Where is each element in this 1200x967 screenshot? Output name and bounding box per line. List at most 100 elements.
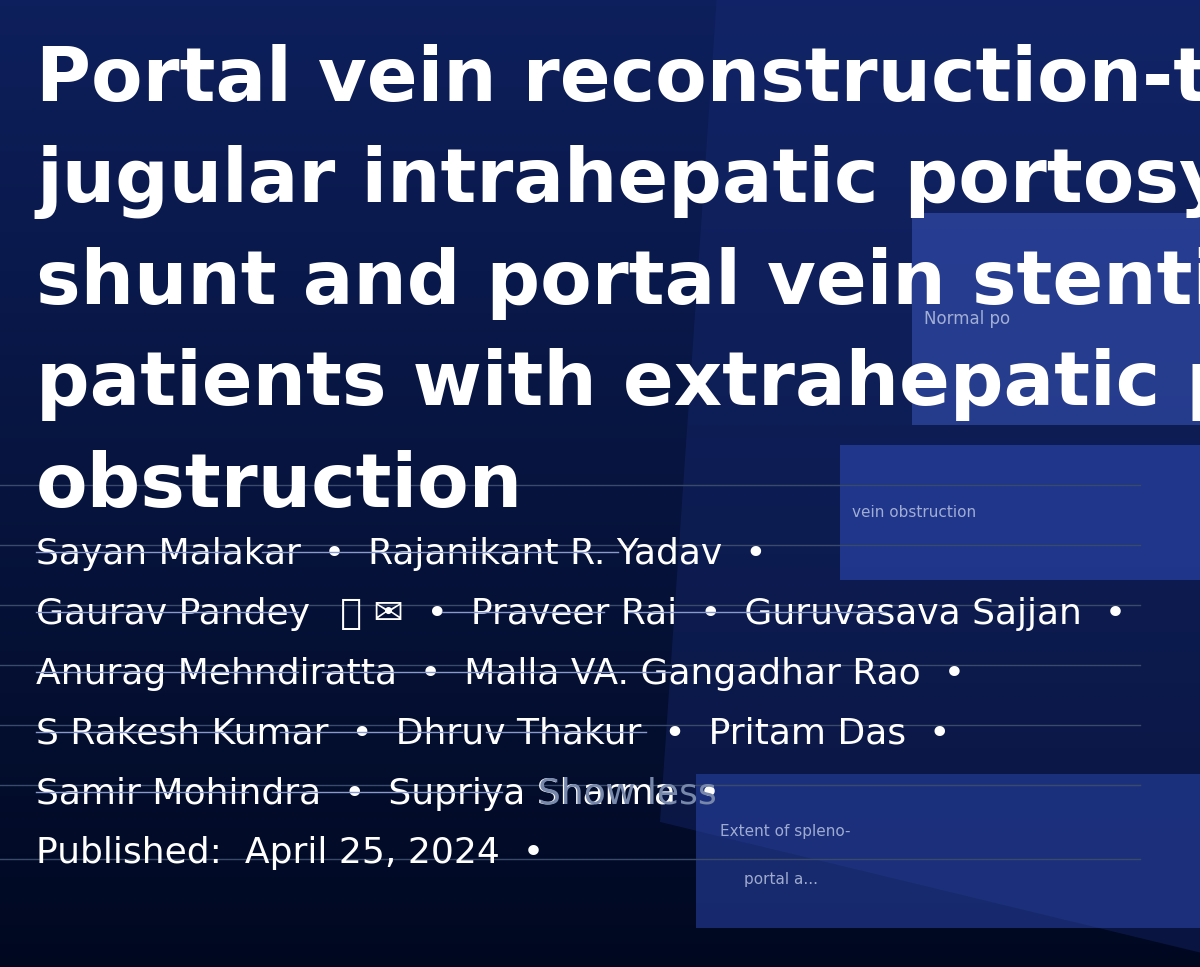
Bar xyxy=(0,806,1200,809)
Bar xyxy=(0,268,1200,271)
Bar xyxy=(0,732,1200,735)
Bar xyxy=(0,612,1200,616)
Bar xyxy=(0,780,1200,783)
Bar xyxy=(0,167,1200,171)
Bar xyxy=(0,341,1200,345)
Bar xyxy=(0,274,1200,278)
Bar xyxy=(0,870,1200,873)
Bar xyxy=(0,309,1200,312)
Bar xyxy=(0,525,1200,529)
Bar xyxy=(0,954,1200,957)
Bar xyxy=(0,664,1200,667)
Bar xyxy=(0,474,1200,477)
Bar xyxy=(0,935,1200,938)
Bar xyxy=(0,815,1200,819)
Bar xyxy=(0,535,1200,539)
Bar xyxy=(0,544,1200,548)
Bar xyxy=(0,448,1200,452)
Bar xyxy=(0,728,1200,732)
Bar xyxy=(0,406,1200,409)
Bar xyxy=(0,793,1200,796)
Bar xyxy=(0,496,1200,500)
Bar xyxy=(0,674,1200,677)
Bar xyxy=(0,747,1200,751)
Bar xyxy=(0,680,1200,684)
Bar xyxy=(0,213,1200,216)
Bar xyxy=(0,164,1200,167)
Bar xyxy=(0,367,1200,370)
Bar xyxy=(0,261,1200,264)
Bar xyxy=(0,783,1200,786)
Bar xyxy=(0,77,1200,80)
Bar xyxy=(0,452,1200,454)
Bar xyxy=(0,890,1200,893)
Bar xyxy=(0,461,1200,464)
Bar xyxy=(0,84,1200,87)
Bar xyxy=(0,435,1200,438)
Bar xyxy=(0,529,1200,532)
Bar xyxy=(0,867,1200,870)
Bar xyxy=(0,58,1200,61)
Bar xyxy=(0,329,1200,332)
Bar xyxy=(0,493,1200,496)
Bar xyxy=(0,902,1200,906)
Bar xyxy=(0,829,1200,832)
Bar xyxy=(0,587,1200,590)
Text: vein obstruction: vein obstruction xyxy=(852,505,976,520)
Bar xyxy=(0,873,1200,877)
Bar xyxy=(0,158,1200,161)
Bar xyxy=(0,345,1200,348)
Bar xyxy=(0,222,1200,225)
Bar xyxy=(0,941,1200,945)
Bar xyxy=(0,522,1200,525)
Bar xyxy=(0,718,1200,722)
Bar xyxy=(0,484,1200,486)
Bar xyxy=(0,283,1200,287)
Bar xyxy=(0,938,1200,941)
Bar xyxy=(0,193,1200,196)
Bar xyxy=(0,10,1200,13)
Bar xyxy=(0,428,1200,432)
Bar xyxy=(0,689,1200,693)
Bar xyxy=(0,532,1200,535)
Bar xyxy=(0,844,1200,848)
Bar xyxy=(0,670,1200,674)
Bar xyxy=(0,348,1200,351)
Bar xyxy=(0,138,1200,142)
Bar xyxy=(0,48,1200,51)
Bar xyxy=(0,445,1200,448)
Bar xyxy=(0,351,1200,355)
Bar xyxy=(0,651,1200,655)
Bar xyxy=(0,287,1200,290)
Bar xyxy=(0,848,1200,851)
Bar xyxy=(0,181,1200,184)
Bar xyxy=(0,142,1200,145)
Bar xyxy=(0,764,1200,767)
Bar xyxy=(0,616,1200,619)
Bar xyxy=(0,220,1200,222)
Bar xyxy=(0,116,1200,119)
Bar xyxy=(0,877,1200,880)
Bar xyxy=(0,403,1200,406)
Bar xyxy=(0,684,1200,687)
Bar xyxy=(0,464,1200,467)
Text: jugular intrahepatic portosystemic: jugular intrahepatic portosystemic xyxy=(36,145,1200,220)
Bar xyxy=(0,906,1200,909)
Bar xyxy=(0,235,1200,239)
Bar xyxy=(0,384,1200,387)
Bar xyxy=(0,184,1200,187)
Bar xyxy=(0,573,1200,577)
Bar xyxy=(0,957,1200,960)
Bar xyxy=(0,225,1200,229)
Bar xyxy=(0,245,1200,249)
Bar xyxy=(0,123,1200,126)
Bar xyxy=(0,338,1200,341)
Bar xyxy=(0,155,1200,158)
Bar xyxy=(0,216,1200,220)
Bar xyxy=(0,519,1200,522)
Bar xyxy=(0,738,1200,742)
Bar xyxy=(0,735,1200,738)
Bar xyxy=(0,106,1200,109)
Bar xyxy=(0,622,1200,626)
Bar xyxy=(0,377,1200,380)
